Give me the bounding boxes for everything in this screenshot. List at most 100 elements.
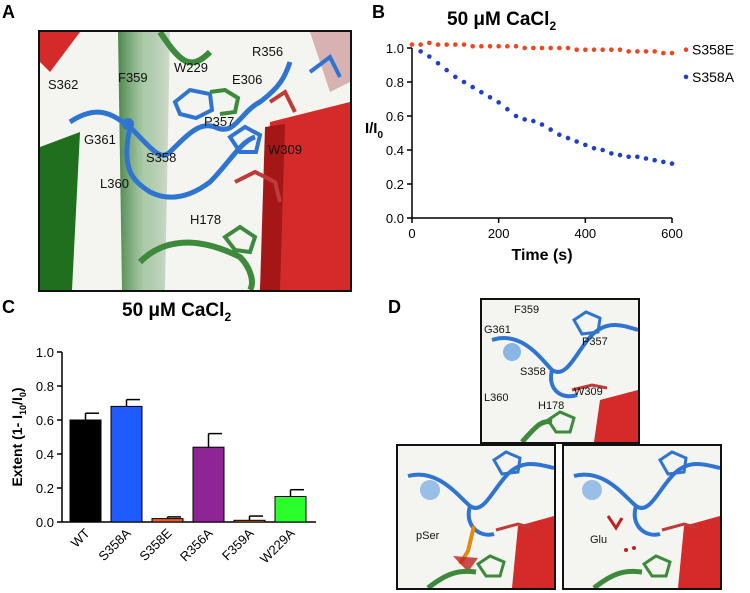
d-label-s358: S358 [520, 366, 546, 378]
b-point-s358a [479, 89, 484, 95]
c-y-tick-label: 0.6 [36, 413, 54, 428]
b-point-s358e [487, 44, 493, 49]
c-category-label: S358A [95, 525, 133, 563]
b-point-s358a [427, 54, 432, 59]
b-x-tick-label: 400 [574, 226, 596, 241]
c-y-tick-label: 1.0 [36, 345, 54, 360]
b-point-s358e [435, 42, 441, 47]
b-point-s358e [513, 44, 519, 49]
b-point-s358e [461, 42, 467, 47]
panel-d-top-art [482, 300, 638, 442]
c-y-tick-label: 0.2 [36, 481, 54, 496]
d-label-p357: P357 [582, 336, 608, 348]
b-point-s358e [635, 49, 640, 54]
c-bar-w229a [274, 496, 307, 523]
c-category-label: R356A [177, 525, 216, 564]
b-point-s358e [652, 49, 657, 54]
b-point-s358a [583, 142, 588, 148]
b-point-s358a [418, 49, 423, 54]
b-point-s358e [583, 47, 588, 52]
b-point-s358e [479, 44, 484, 49]
b-point-s358a [617, 152, 623, 158]
d-label-w309: W309 [574, 386, 603, 398]
c-category-label: W229A [257, 525, 298, 566]
b-point-s358e [505, 44, 510, 49]
b-y-axis-label: I/I0 [365, 120, 384, 141]
b-point-s358a [461, 79, 467, 85]
b-point-s358e [427, 40, 432, 46]
c-bar-s358a [110, 405, 143, 523]
b-point-s358e [470, 44, 475, 49]
b-point-s358a [453, 74, 458, 80]
c-bar-s358e [151, 518, 184, 523]
b-point-s358a [522, 117, 527, 122]
d-label-f359: F359 [514, 304, 540, 316]
label-g361: G361 [84, 132, 116, 147]
panel-d-top-structure: F359 G361 P357 S358 W309 L360 H178 [480, 298, 640, 444]
panel-b-chart: 0.0 0.2 0.4 0.6 0.8 1.0 0 200 400 600 Time (s) I/I0… [365, 40, 735, 264]
b-point-s358a [539, 122, 545, 127]
c-bar-f359a [233, 519, 266, 523]
c-y-tick-label: 0.0 [36, 515, 54, 530]
b-y-tick-label: 1.0 [386, 41, 404, 56]
b-point-s358a [669, 161, 675, 166]
b-point-s358a [505, 106, 510, 112]
b-point-s358a [565, 135, 571, 141]
b-point-s358a [487, 95, 493, 100]
panel-c-title: 50 μM CaCl2 [122, 300, 231, 324]
panel-c-letter: C [2, 297, 15, 317]
b-point-s358e [409, 42, 415, 47]
b-point-s358e [643, 49, 649, 54]
b-point-s358e [548, 45, 553, 51]
b-y-axis-label-sub: 0 [377, 130, 383, 141]
b-point-s358e [565, 45, 571, 51]
b-x-tick-label: 200 [488, 226, 510, 241]
b-point-s358e [557, 45, 562, 51]
b-point-s358a [591, 146, 597, 151]
b-point-s358e [626, 49, 631, 54]
label-r356: R356 [252, 44, 284, 59]
panel-a-structure-art [40, 32, 350, 290]
label-f359: F359 [118, 70, 148, 85]
c-y-tick-label: 0.4 [36, 447, 54, 462]
b-point-s358e [609, 47, 614, 52]
b-point-s358a [652, 157, 657, 163]
b-x-axis-label: Time (s) [511, 247, 572, 264]
panel-d-letter: D [388, 297, 401, 317]
d-label-glu: Glu [590, 534, 608, 546]
b-point-s358a [531, 118, 536, 124]
c-category-label: F359A [219, 525, 257, 563]
b-point-s358a [496, 100, 501, 105]
b-legend-label-s358a: S358A [692, 69, 735, 85]
panel-c-title-sub: 2 [224, 309, 232, 324]
b-point-s358e [453, 42, 458, 47]
label-l360: L360 [100, 176, 129, 191]
label-p357: P357 [204, 114, 235, 129]
panel-a-letter: A [2, 2, 15, 22]
label-h178: H178 [190, 212, 222, 227]
d-label-l360: L360 [484, 392, 509, 404]
panel-b-title: 50 μM CaCl2 [447, 9, 556, 33]
b-point-s358a [513, 113, 519, 119]
b-point-s358e [574, 47, 579, 52]
c-bar-r356a [192, 446, 225, 523]
label-e306: E306 [232, 72, 263, 87]
b-y-tick-label: 0.4 [386, 143, 404, 158]
b-point-s358a [635, 154, 640, 160]
d-label-pser: pSer [416, 530, 440, 542]
label-w229: W229 [174, 60, 208, 75]
c-category-label: S358E [136, 525, 174, 563]
b-point-s358a [609, 151, 614, 156]
b-x-tick-label: 600 [661, 226, 683, 241]
panel-b-title-main: 50 μM CaCl [447, 9, 550, 30]
label-s358: S358 [146, 150, 177, 165]
b-point-s358e [418, 42, 423, 47]
b-y-tick-label: 0.6 [386, 109, 404, 124]
label-w309: W309 [268, 142, 302, 157]
b-point-s358e [496, 44, 501, 49]
b-point-s358e [669, 50, 675, 56]
panel-d-bottom-left-art [398, 446, 554, 588]
panel-d-bottom-right-structure: Glu [562, 444, 722, 590]
b-x-tick-label: 0 [408, 226, 415, 241]
b-point-s358a [626, 154, 631, 160]
